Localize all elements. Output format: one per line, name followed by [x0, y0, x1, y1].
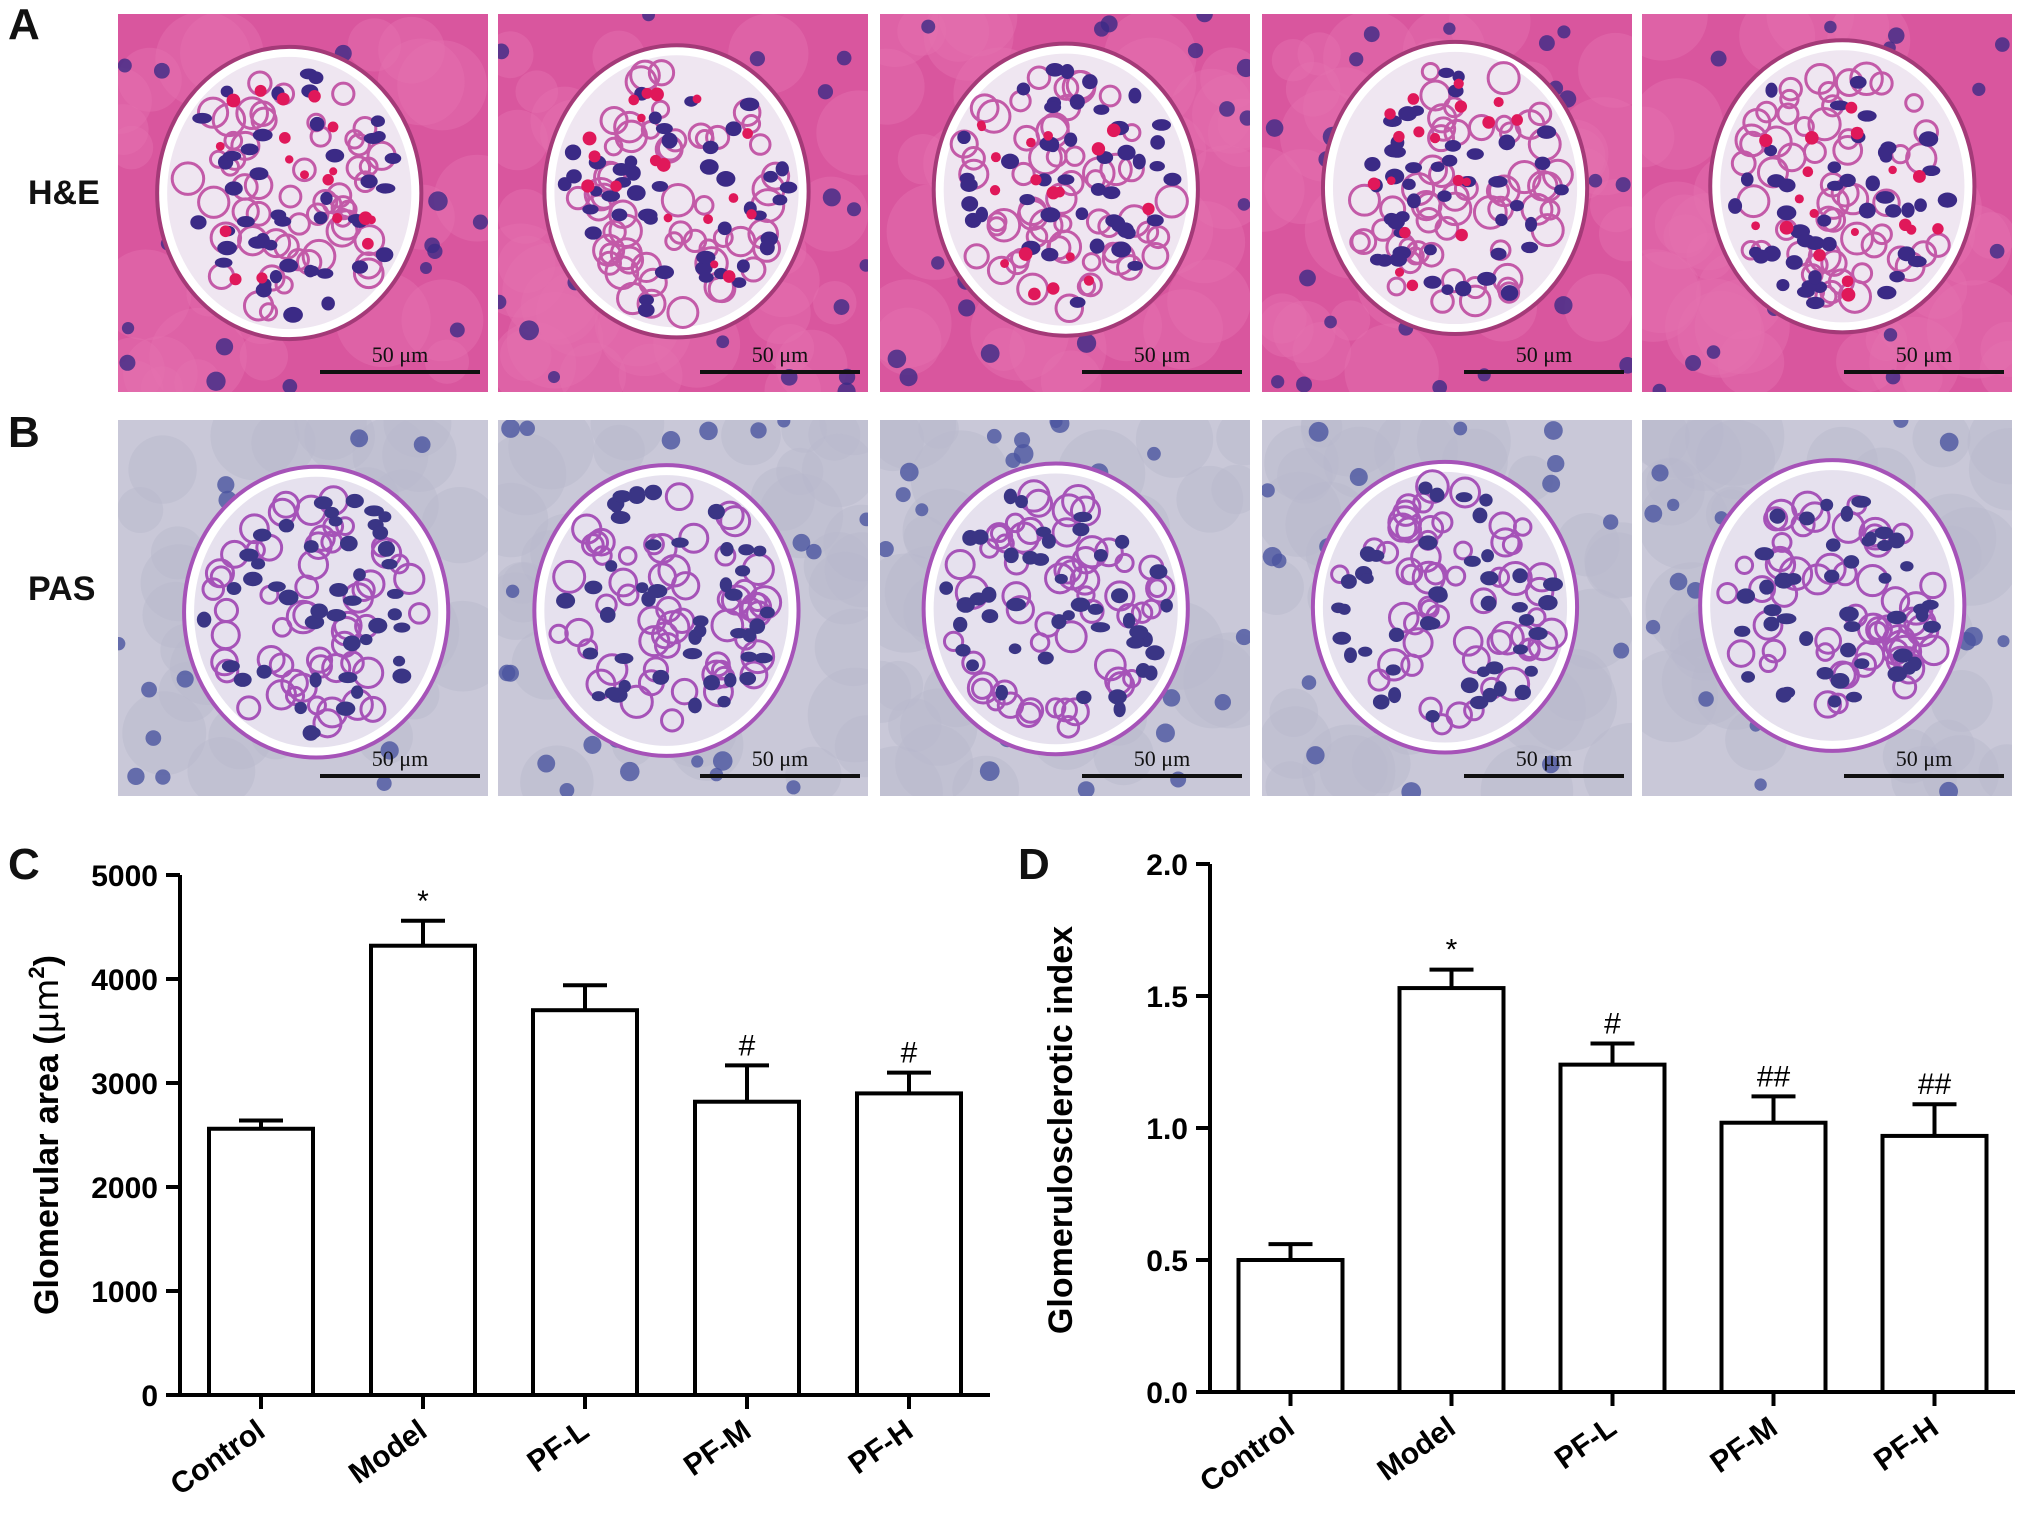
x-tick-label: Model [343, 1414, 433, 1491]
pas-micrograph-2: 50 μm [498, 420, 868, 796]
y-tick-label: 5000 [91, 860, 158, 893]
pas-micrograph-5: 50 μm [1642, 420, 2012, 796]
scale-bar [1464, 370, 1624, 374]
y-axis-label: Glomerulosclerotic index [1042, 926, 1080, 1334]
x-tick-label: Control [165, 1414, 271, 1502]
he-micrograph-1: 50 μm [118, 14, 488, 392]
scale-bar-label: 50 μm [1895, 746, 1953, 771]
chart-glomerular-area: 0 1000 2000 3000 4000 5000 Control * Model PF-L # P… [24, 860, 990, 1502]
y-tick-label: 2000 [91, 1172, 158, 1205]
bar-pf-l [1558, 1062, 1667, 1394]
x-tick-label: PF-L [521, 1414, 595, 1479]
scale-bar-label: 50 μm [1133, 746, 1191, 771]
x-tick-label: Control [1194, 1411, 1300, 1499]
bar-pf-l [531, 1008, 639, 1397]
y-tick-label: 0.0 [1146, 1377, 1188, 1410]
bar-pf-h [1880, 1133, 1989, 1394]
y-axis-label: Glomerular area (μm2) [24, 955, 67, 1315]
panel-letter-b: B [8, 408, 40, 457]
scale-bar [700, 774, 860, 778]
scale-bar [320, 370, 480, 374]
scale-bar-label: 50 μm [751, 342, 809, 367]
bar-control [1236, 1258, 1345, 1394]
significance-marker: * [417, 885, 429, 918]
x-tick-label: PF-H [1868, 1411, 1944, 1478]
chart-glomerulosclerotic-index: 0.0 0.5 1.0 1.5 2.0 Control * Model # PF-L ## PF-M #… [1042, 849, 2015, 1499]
significance-marker: # [901, 1037, 918, 1070]
scale-bar [1844, 774, 2004, 778]
panel-letter-d: D [1018, 840, 1050, 889]
x-tick-label: Model [1372, 1411, 1462, 1488]
scale-bar-label: 50 μm [371, 342, 429, 367]
he-micrograph-3: 50 μm [880, 14, 1250, 392]
y-tick-label: 0 [141, 1380, 158, 1413]
pas-micrograph-1: 50 μm [118, 420, 488, 796]
x-tick-label: PF-M [1705, 1411, 1784, 1480]
scale-bar [1082, 370, 1242, 374]
he-micrograph-5: 50 μm [1642, 14, 2012, 392]
bar-pf-m [1719, 1120, 1828, 1394]
significance-marker: * [1446, 934, 1458, 967]
y-tick-label: 4000 [91, 964, 158, 997]
x-tick-label: PF-M [678, 1414, 757, 1483]
row-label-he: H&E [28, 174, 100, 212]
bar-control [207, 1126, 315, 1397]
significance-marker: # [1604, 1008, 1621, 1041]
scale-bar [320, 774, 480, 778]
bar-model [1397, 986, 1506, 1395]
scale-bar-label: 50 μm [371, 746, 429, 771]
significance-marker: ## [1918, 1068, 1952, 1101]
y-tick-label: 1.0 [1146, 1113, 1188, 1146]
bar-model [369, 943, 477, 1397]
scale-bar [1844, 370, 2004, 374]
y-tick-label: 1000 [91, 1276, 158, 1309]
scale-bar-label: 50 μm [751, 746, 809, 771]
row-label-pas: PAS [28, 570, 96, 608]
significance-marker: # [739, 1029, 756, 1062]
pas-micrograph-3: 50 μm [880, 420, 1250, 796]
y-tick-label: 3000 [91, 1068, 158, 1101]
significance-marker: ## [1757, 1060, 1791, 1093]
scale-bar-label: 50 μm [1895, 342, 1953, 367]
bar-pf-m [693, 1099, 801, 1397]
scale-bar-label: 50 μm [1515, 342, 1573, 367]
scale-bar [1464, 774, 1624, 778]
he-micrograph-2: 50 μm [498, 14, 868, 392]
y-tick-label: 2.0 [1146, 849, 1188, 882]
pas-micrograph-4: 50 μm [1262, 420, 1632, 796]
scale-bar-label: 50 μm [1515, 746, 1573, 771]
panel-letter-a: A [8, 0, 40, 49]
y-tick-label: 0.5 [1146, 1245, 1188, 1278]
scale-bar [700, 370, 860, 374]
panel-letter-c: C [8, 840, 40, 889]
y-tick-label: 1.5 [1146, 981, 1188, 1014]
he-micrograph-4: 50 μm [1262, 14, 1632, 392]
scale-bar [1082, 774, 1242, 778]
bar-pf-h [855, 1091, 963, 1397]
x-tick-label: PF-L [1549, 1411, 1623, 1476]
x-tick-label: PF-H [843, 1414, 919, 1481]
scale-bar-label: 50 μm [1133, 342, 1191, 367]
